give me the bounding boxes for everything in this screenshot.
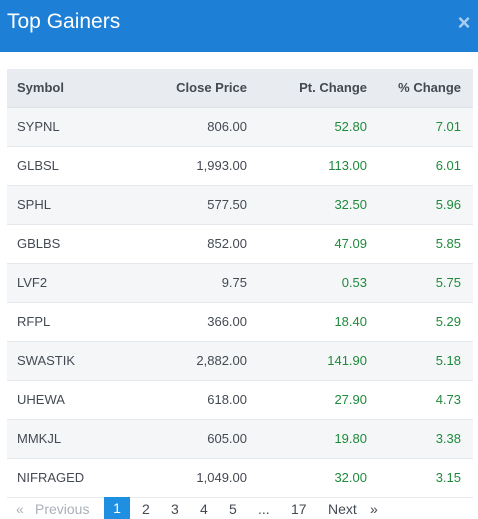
cell-pct-change: 5.85 [377,224,473,264]
close-icon[interactable]: × [457,10,471,35]
modal-title: Top Gainers [7,10,121,33]
cell-symbol[interactable]: SWASTIK [7,341,122,381]
table-row[interactable]: RFPL 366.00 18.40 5.29 [7,302,473,342]
pagination: « Previous 1 2 3 4 5 ... 17 Next » [0,497,478,519]
column-header-pt-change[interactable]: Pt. Change [257,69,377,108]
table-row[interactable]: UHEWA 618.00 27.90 4.73 [7,380,473,420]
cell-close-price: 577.50 [122,185,257,225]
cell-symbol[interactable]: GBLBS [7,224,122,264]
table-row[interactable]: NIFRAGED 1,049.00 32.00 3.15 [7,458,473,498]
cell-pt-change: 19.80 [257,419,377,459]
table-row[interactable]: SYPNL 806.00 52.80 7.01 [7,107,473,147]
cell-pt-change: 141.90 [257,341,377,381]
cell-pct-change: 5.18 [377,341,473,381]
cell-symbol[interactable]: SPHL [7,185,122,225]
modal-header: Top Gainers × [0,0,478,52]
cell-pt-change: 18.40 [257,302,377,342]
cell-close-price: 2,882.00 [122,341,257,381]
cell-pt-change: 52.80 [257,107,377,147]
pagination-ellipsis: ... [258,501,270,517]
table-header-row: Symbol Close Price Pt. Change % Change [7,69,473,108]
table-row[interactable]: SPHL 577.50 32.50 5.96 [7,185,473,225]
cell-pt-change: 32.50 [257,185,377,225]
cell-pct-change: 4.73 [377,380,473,420]
cell-pt-change: 27.90 [257,380,377,420]
cell-pct-change: 3.15 [377,458,473,498]
cell-pct-change: 6.01 [377,146,473,186]
cell-symbol[interactable]: RFPL [7,302,122,342]
cell-pt-change: 113.00 [257,146,377,186]
cell-close-price: 605.00 [122,419,257,459]
page-17-button[interactable]: 17 [291,501,307,517]
cell-pt-change: 0.53 [257,263,377,303]
table-row[interactable]: MMKJL 605.00 19.80 3.38 [7,419,473,459]
page-3-button[interactable]: 3 [171,501,179,517]
cell-close-price: 1,049.00 [122,458,257,498]
page-4-button[interactable]: 4 [200,501,208,517]
cell-pct-change: 5.96 [377,185,473,225]
cell-symbol[interactable]: SYPNL [7,107,122,147]
table-row[interactable]: LVF2 9.75 0.53 5.75 [7,263,473,303]
column-header-close-price[interactable]: Close Price [122,69,257,108]
cell-symbol[interactable]: LVF2 [7,263,122,303]
cell-close-price: 1,993.00 [122,146,257,186]
previous-button: Previous [35,501,90,517]
table-row[interactable]: SWASTIK 2,882.00 141.90 5.18 [7,341,473,381]
table-row[interactable]: GBLBS 852.00 47.09 5.85 [7,224,473,264]
column-header-pct-change[interactable]: % Change [377,69,473,108]
table-row[interactable]: GLBSL 1,993.00 113.00 6.01 [7,146,473,186]
top-gainers-table: Symbol Close Price Pt. Change % Change S… [7,69,473,498]
cell-symbol[interactable]: GLBSL [7,146,122,186]
previous-glyph: « [16,501,24,517]
cell-pt-change: 32.00 [257,458,377,498]
cell-pt-change: 47.09 [257,224,377,264]
next-glyph[interactable]: » [370,501,378,517]
cell-close-price: 852.00 [122,224,257,264]
cell-pct-change: 5.29 [377,302,473,342]
cell-symbol[interactable]: MMKJL [7,419,122,459]
cell-close-price: 618.00 [122,380,257,420]
page-1-button[interactable]: 1 [104,497,130,519]
cell-symbol[interactable]: NIFRAGED [7,458,122,498]
cell-pct-change: 5.75 [377,263,473,303]
page-5-button[interactable]: 5 [229,501,237,517]
cell-pct-change: 7.01 [377,107,473,147]
cell-close-price: 9.75 [122,263,257,303]
cell-close-price: 366.00 [122,302,257,342]
column-header-symbol[interactable]: Symbol [7,69,122,108]
next-button[interactable]: Next [328,501,357,517]
cell-pct-change: 3.38 [377,419,473,459]
cell-close-price: 806.00 [122,107,257,147]
page-2-button[interactable]: 2 [142,501,150,517]
cell-symbol[interactable]: UHEWA [7,380,122,420]
